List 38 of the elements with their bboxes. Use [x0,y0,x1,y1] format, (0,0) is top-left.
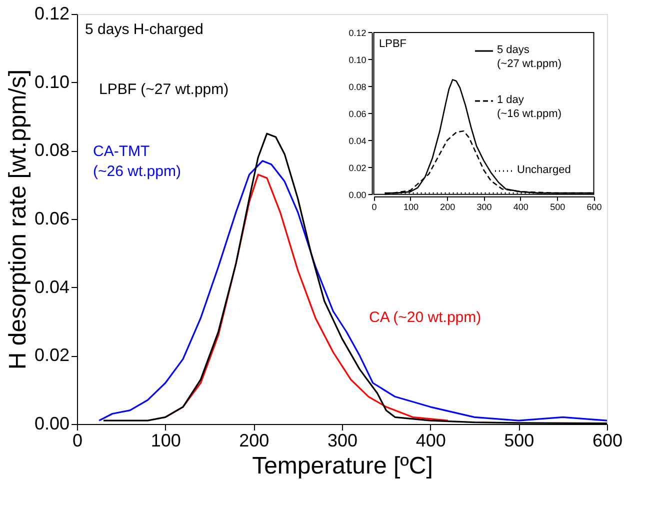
y-tick-label: 0.06 [348,108,366,119]
x-tick-label: 300 [327,430,358,450]
y-tick-label: 0.10 [348,54,366,65]
y-tick-label: 0.04 [34,276,70,297]
x-tick-label: 500 [504,430,534,450]
y-tick-label: 0.00 [34,414,70,434]
y-tick-label: 0.08 [348,82,366,92]
text: LPBF (~27 wt.ppm) [99,81,229,98]
legend-label: 1 day (~16 wt.ppm) [497,94,562,120]
x-tick-label: 300 [476,202,492,212]
y-tick-label: 0.04 [348,136,366,146]
x-axis-title: Temperature [ºC] [252,452,433,480]
y-tick-label: 0.08 [34,140,70,160]
y-axis-title: H desorption rate [wt.ppm/s] [4,69,32,370]
x-tick-label: 400 [513,202,528,212]
x-tick-label: 100 [150,430,181,450]
y-tick-label: 0.00 [348,190,366,200]
annotation: 5 days H-charged [85,21,204,38]
x-tick-label: 0 [72,430,83,450]
y-tick-label: 0.06 [34,208,70,228]
x-tick-label: 200 [440,202,456,212]
x-tick-label: 500 [550,202,566,212]
y-tick-label: 0.02 [34,345,70,366]
y-tick-label: 0.02 [348,162,366,173]
y-tick-label: 0.12 [34,4,70,24]
legend-label: 5 days (~27 wt.ppm) [497,44,562,70]
y-tick-label: 0.12 [348,28,366,38]
text: CA (~20 wt.ppm) [369,309,482,326]
annotation: LPBF [379,38,407,50]
legend-label: Uncharged [517,164,571,176]
y-tick-label: 0.10 [34,72,70,92]
x-tick-label: 200 [239,430,270,450]
x-tick-label: 600 [592,430,623,450]
x-tick-label: 0 [372,202,377,212]
text: CA-TMT (~26 wt.ppm) [93,143,181,180]
x-tick-label: 600 [586,202,602,212]
x-tick-label: 100 [403,202,418,212]
x-tick-label: 400 [416,430,446,450]
